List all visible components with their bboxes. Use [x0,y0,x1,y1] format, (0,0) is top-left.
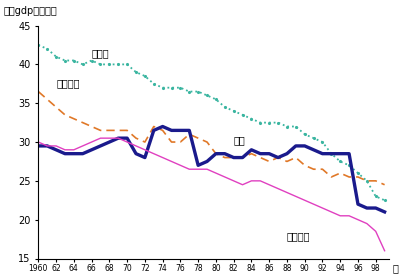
Text: ドイツ: ドイツ [92,49,109,59]
Text: （対gdp比、％）: （対gdp比、％） [3,6,57,16]
Text: 日本: 日本 [234,136,245,146]
Text: アメリカ: アメリカ [287,231,311,241]
Text: 年: 年 [392,263,399,273]
Text: イギリス: イギリス [56,78,80,88]
